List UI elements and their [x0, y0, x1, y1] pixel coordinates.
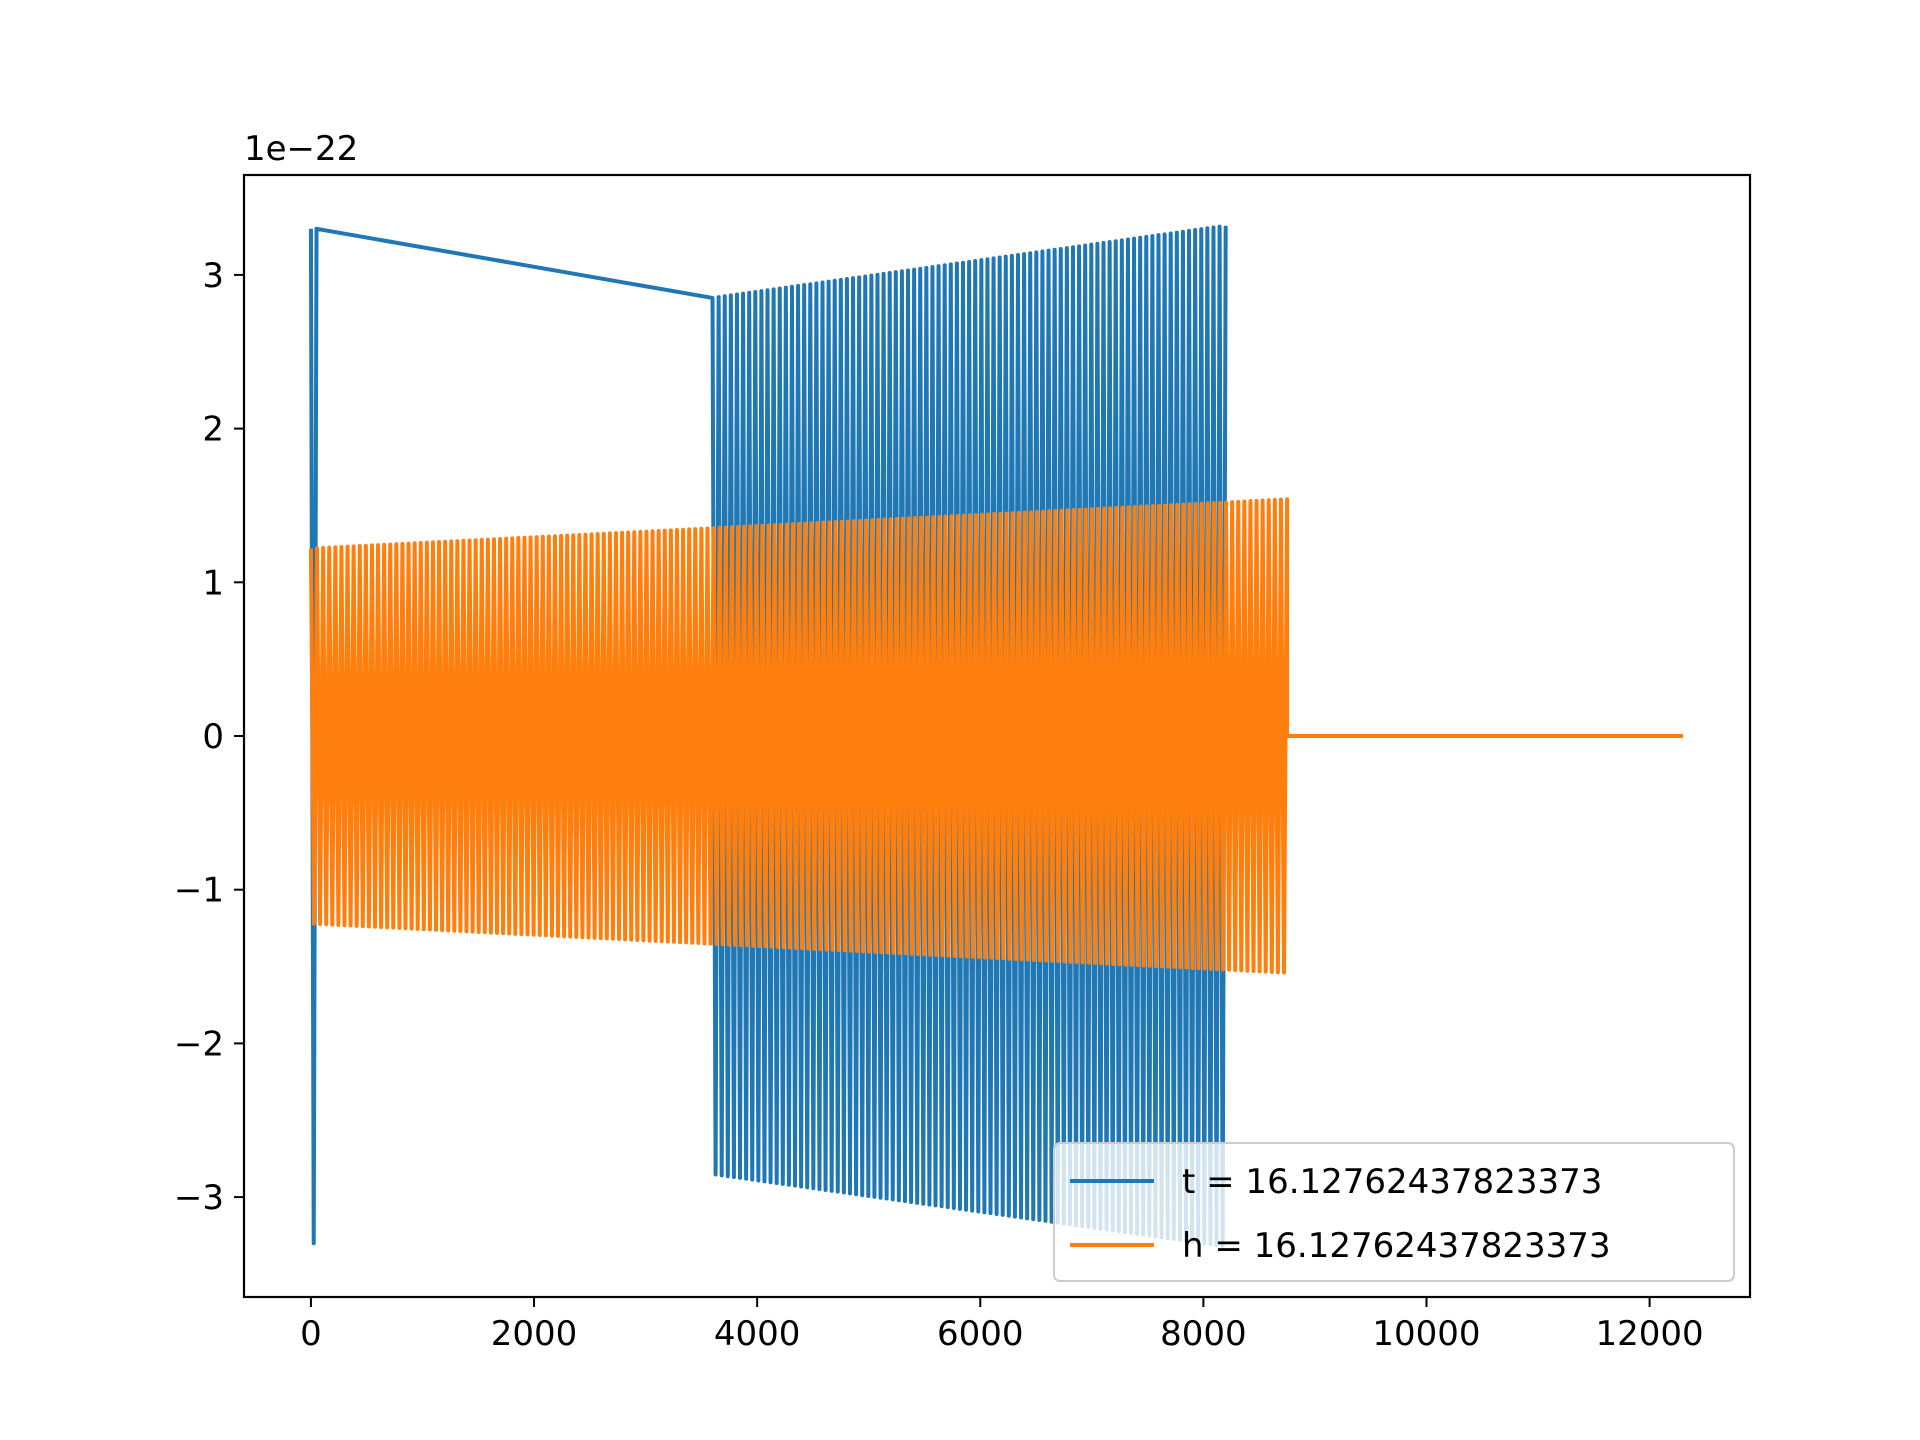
legend-label-1: t = 16.12762437823373: [1182, 1162, 1602, 1202]
y-offset-label: 1e−22: [244, 129, 358, 169]
y-tick-label: −1: [174, 871, 224, 911]
x-axis: 0 2000 4000 6000 8000 10000 12000: [300, 1297, 1704, 1354]
y-axis: −3 −2 −1 0 1 2 3: [174, 256, 244, 1218]
x-tick-label: 10000: [1372, 1314, 1480, 1354]
y-tick-label: −3: [174, 1178, 224, 1218]
x-tick-label: 2000: [491, 1314, 578, 1354]
legend-label-2: h = 16.12762437823373: [1182, 1226, 1611, 1266]
x-tick-label: 6000: [937, 1314, 1024, 1354]
x-tick-label: 12000: [1596, 1314, 1704, 1354]
legend: t = 16.12762437823373 h = 16.127624378233…: [1053, 1142, 1735, 1282]
legend-box: [1053, 1142, 1735, 1282]
y-tick-label: 0: [202, 717, 224, 757]
y-tick-label: 3: [202, 256, 224, 296]
x-tick-label: 0: [300, 1314, 322, 1354]
plot-area: [308, 224, 1684, 1248]
x-tick-label: 4000: [714, 1314, 801, 1354]
y-tick-label: 2: [202, 410, 224, 450]
y-tick-label: 1: [202, 563, 224, 603]
series-layer: [308, 224, 1684, 1248]
x-tick-label: 8000: [1160, 1314, 1247, 1354]
series-line-2: [308, 497, 1684, 975]
axes-frame: [242, 173, 1752, 1299]
y-tick-label: −2: [174, 1024, 224, 1064]
